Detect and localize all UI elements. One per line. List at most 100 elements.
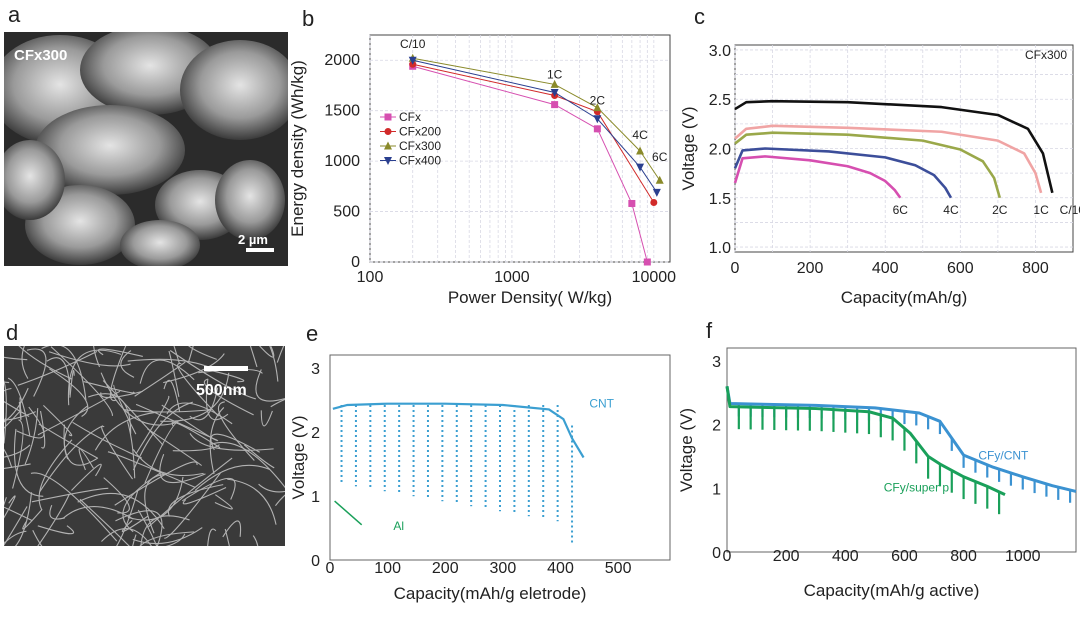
y-tick-label: 2.5 bbox=[709, 92, 731, 109]
nanotube-fiber bbox=[116, 490, 139, 546]
x-tick-label: 0 bbox=[731, 260, 740, 277]
x-tick-label: 0 bbox=[723, 548, 732, 565]
y-axis-label: Voltage (V) bbox=[289, 415, 308, 499]
y-tick-label: 0 bbox=[712, 545, 721, 562]
nanotube-fiber bbox=[4, 387, 29, 423]
corner-label: CFx300 bbox=[1025, 48, 1067, 62]
scale-bar-a bbox=[246, 248, 274, 252]
y-tick-label: 1.0 bbox=[709, 240, 731, 257]
nanotube-fiber bbox=[4, 387, 12, 392]
nanotube-fiber bbox=[189, 433, 274, 451]
nanotube-fiber bbox=[217, 401, 255, 461]
panel-letter-f: f bbox=[706, 318, 713, 343]
series-line bbox=[412, 63, 655, 203]
nanotube-fiber bbox=[224, 528, 230, 546]
nanotube-fiber bbox=[78, 448, 94, 471]
panel-letter-e: e bbox=[306, 321, 318, 346]
series-curve bbox=[733, 147, 953, 199]
nanotube-fiber bbox=[7, 377, 31, 436]
series-label-cfy-superp: CFy/super p bbox=[884, 480, 950, 494]
nanotube-fiber bbox=[30, 472, 118, 542]
data-point-marker bbox=[550, 79, 559, 88]
nanotube-fiber bbox=[114, 461, 198, 506]
plot-frame-e bbox=[329, 354, 671, 561]
y-axis-label: Voltage (V) bbox=[679, 106, 698, 190]
nanotube-fiber bbox=[49, 368, 89, 418]
x-tick-label: 400 bbox=[872, 260, 899, 277]
nanotube-fiber bbox=[79, 498, 130, 546]
nanotube-fiber bbox=[12, 419, 24, 489]
nanotube-fiber bbox=[100, 372, 176, 426]
nanotube-fiber bbox=[18, 397, 22, 421]
nanotube-fiber bbox=[50, 346, 114, 416]
data-point-marker bbox=[408, 56, 417, 65]
nanotube-fiber bbox=[71, 463, 102, 491]
series-curve bbox=[733, 155, 902, 199]
nanotube-fiber bbox=[101, 528, 152, 546]
data-point-marker bbox=[628, 199, 636, 207]
nanotube-fiber bbox=[260, 410, 273, 427]
nanotube-fiber bbox=[16, 406, 45, 439]
y-axis-label: Energy density (Wh/kg) bbox=[288, 60, 307, 237]
nanotube-fiber bbox=[103, 477, 130, 514]
nanotube-fiber bbox=[255, 369, 285, 402]
y-tick-label: 2 bbox=[311, 425, 320, 442]
x-tick-label: 100 bbox=[357, 269, 384, 286]
nanotube-fiber bbox=[210, 441, 285, 489]
panel-letter-c: c bbox=[694, 4, 705, 29]
nanotube-fiber bbox=[41, 346, 87, 401]
plot-frame-f bbox=[726, 347, 1077, 553]
x-axis-label: Capacity(mAh/g active) bbox=[804, 581, 980, 600]
series-curve-cnt bbox=[332, 402, 585, 459]
series-curve bbox=[734, 99, 1054, 194]
nanotube-fiber bbox=[209, 369, 245, 383]
nanotube-fiber bbox=[182, 477, 236, 502]
y-tick-label: 2.0 bbox=[709, 142, 731, 159]
nanotube-fiber bbox=[167, 484, 224, 517]
y-tick-label: 1000 bbox=[324, 153, 360, 170]
data-point-marker bbox=[650, 198, 658, 206]
nanotube-fiber bbox=[100, 390, 143, 399]
x-tick-label: 600 bbox=[947, 260, 974, 277]
rate-annotation: 1C bbox=[547, 67, 563, 81]
x-tick-label: 1000 bbox=[1005, 548, 1041, 565]
arrow-al bbox=[334, 500, 363, 526]
data-point-marker bbox=[655, 175, 664, 184]
nanotube-fiber bbox=[97, 348, 143, 357]
curve-label: 2C bbox=[992, 203, 1008, 217]
nanotube-fiber bbox=[169, 350, 256, 400]
x-tick-label: 600 bbox=[891, 548, 918, 565]
nanotube-fiber bbox=[144, 473, 167, 534]
nanotube-fiber bbox=[122, 471, 163, 533]
nanotube-fiber bbox=[160, 372, 230, 422]
rate-annotation: 2C bbox=[590, 94, 606, 108]
y-axis-label: Voltage (V) bbox=[677, 408, 696, 492]
data-point-marker bbox=[384, 141, 392, 150]
nanotube-fiber bbox=[69, 370, 75, 398]
x-tick-label: 0 bbox=[326, 560, 335, 577]
sem-image-a: CFx300 2 µm bbox=[4, 32, 288, 266]
x-axis-label: Capacity(mAh/g) bbox=[841, 288, 968, 307]
x-tick-label: 800 bbox=[1022, 260, 1049, 277]
data-point-marker bbox=[384, 128, 392, 135]
panel-letter-d: d bbox=[6, 320, 18, 345]
series-curve bbox=[734, 131, 1002, 199]
legend-entry: CFx bbox=[399, 110, 421, 124]
rate-annotation: 4C bbox=[632, 128, 648, 142]
nanotube-fiber bbox=[132, 449, 204, 477]
data-point-marker bbox=[384, 113, 392, 121]
nanotube-fiber bbox=[4, 448, 13, 468]
x-tick-label: 400 bbox=[547, 560, 574, 577]
nanotube-fiber bbox=[137, 509, 158, 546]
nanotube-fiber bbox=[109, 346, 127, 401]
nanotube-fiber bbox=[258, 483, 285, 493]
nanotube-fiber bbox=[161, 404, 219, 442]
nanotube-fiber bbox=[107, 451, 196, 488]
nanotube-fiber bbox=[37, 493, 70, 546]
x-tick-label: 200 bbox=[773, 548, 800, 565]
data-point-marker bbox=[636, 163, 645, 172]
y-tick-label: 1 bbox=[311, 489, 320, 506]
nanotube-fiber bbox=[72, 421, 143, 459]
nanotube-fiber bbox=[177, 362, 219, 417]
